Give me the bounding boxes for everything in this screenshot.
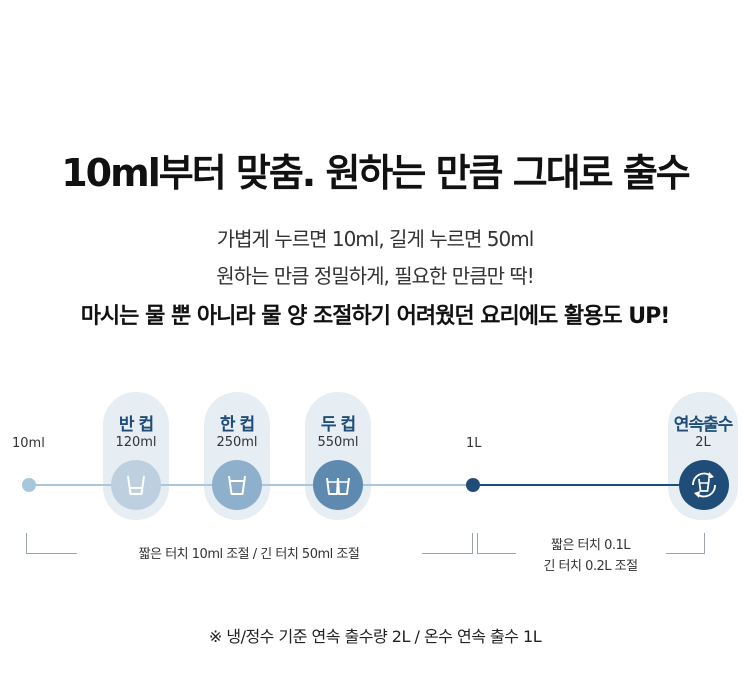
one-cup-label: 한 컵 [219,415,255,435]
right-bracket-end [666,533,705,554]
start-dot [22,478,36,492]
page-title: 10ml부터 맞춤. 원하는 만큼 그대로 출수 [61,151,691,195]
long-touch-note-liter: 긴 터치 0.2L 조절 [543,559,638,574]
footnote: ※ 냉/정수 기준 연속 출수량 2L / 온수 연속 출수 1L [208,627,542,646]
one-cup-volume: 250ml [216,435,258,450]
one-cup-circle [212,460,262,510]
one-liter-dot [466,478,480,492]
right-bracket-start [477,533,516,554]
refresh-cup-icon [692,472,716,498]
one-liter-label: 1L [466,436,482,451]
two-cup-icon [326,477,350,495]
half-cup-label: 반 컵 [118,415,154,435]
short-long-touch-note-ml: 짧은 터치 10ml 조절 / 긴 터치 50ml 조절 [138,547,360,562]
two-cup-circle [313,460,363,510]
short-touch-note-liter: 짧은 터치 0.1L [550,538,631,553]
continuous-circle [679,460,729,510]
continuous-volume: 2L [695,435,711,450]
half-cup-circle [111,460,161,510]
two-cup-label: 두 컵 [320,415,356,435]
continuous-label: 연속출수 [673,415,734,435]
start-volume-label: 10ml [12,436,45,451]
subtitle-line-1: 가볍게 누르면 10ml, 길게 누르면 50ml [216,227,535,251]
subtitle-line-2: 원하는 만큼 정밀하게, 필요한 만큼만 딱! [216,264,535,288]
left-bracket-start [26,533,77,554]
half-cup-volume: 120ml [115,435,157,450]
two-cup-volume: 550ml [317,435,359,450]
subtitle-line-3: 마시는 물 뿐 아니라 물 양 조절하기 어려웠던 요리에도 활용도 UP! [80,304,671,329]
one-cup-icon [228,475,246,495]
half-cup-icon [127,475,145,495]
left-bracket-end [422,533,473,554]
timeline-line-dark [472,484,708,486]
